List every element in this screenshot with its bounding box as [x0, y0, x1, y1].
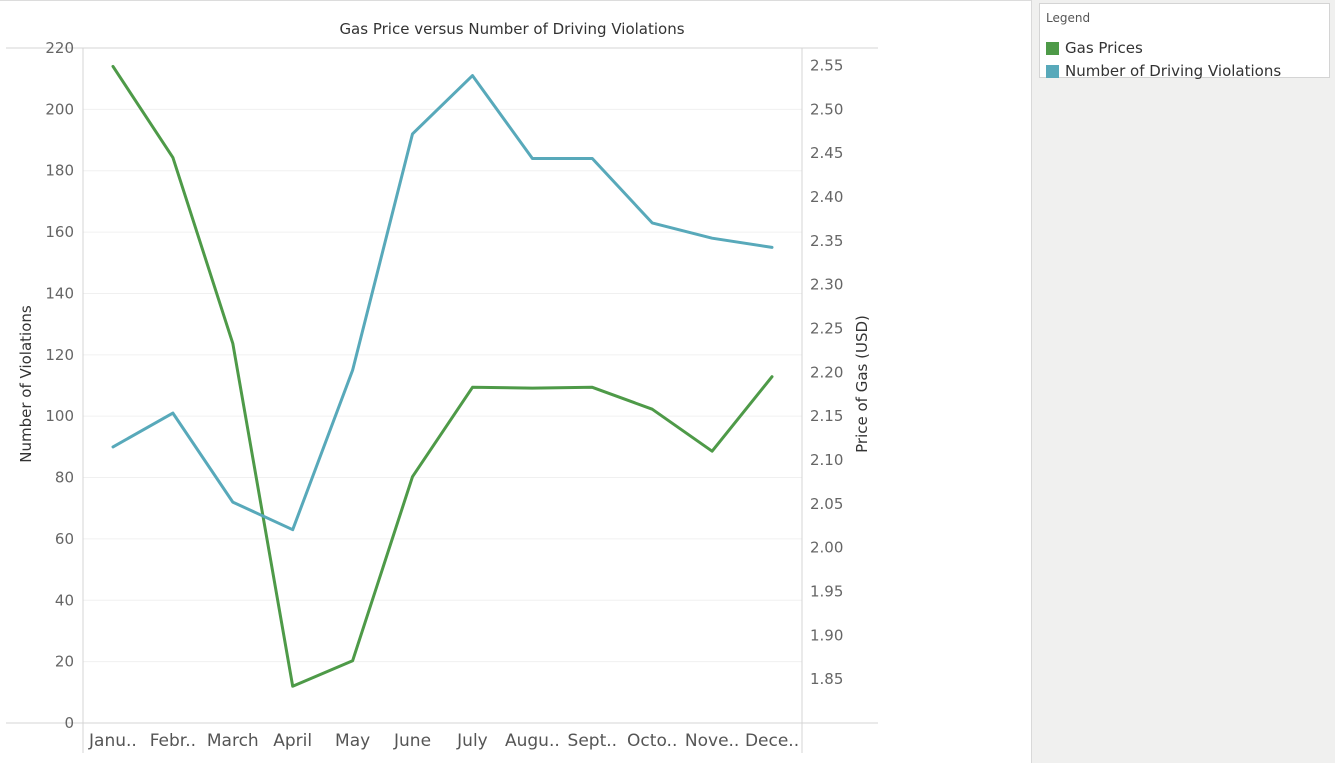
y-right-tick-label: 2.20: [810, 363, 843, 381]
frame-layer: [6, 47, 878, 753]
y-right-tick-label: 1.85: [810, 670, 843, 688]
x-tick-label: April: [273, 731, 312, 751]
y-right-tick-label: 2.15: [810, 407, 843, 425]
legend-label: Gas Prices: [1065, 39, 1143, 57]
y-left-tick-label: 160: [45, 223, 74, 241]
legend-item-gas-prices[interactable]: Gas Prices: [1046, 38, 1143, 58]
y-left-tick-label: 100: [45, 407, 74, 425]
y-left-tick-label: 220: [45, 39, 74, 57]
y-right-tick-label: 2.05: [810, 495, 843, 513]
chart-title: Gas Price versus Number of Driving Viola…: [339, 20, 684, 38]
grid-layer: [83, 47, 802, 724]
y-right-tick-label: 2.25: [810, 320, 843, 338]
chart-svg: Gas Price versus Number of Driving Viola…: [6, 20, 878, 753]
legend-title: Legend: [1046, 11, 1091, 25]
x-tick-label: Janu..: [88, 731, 137, 751]
y-right-tick-label: 2.30: [810, 276, 843, 294]
y-right-tick-label: 1.90: [810, 626, 843, 644]
y-left-tick-label: 40: [55, 591, 74, 609]
chart-area: Gas Price versus Number of Driving Viola…: [0, 0, 1031, 753]
y-left-tick-label: 0: [64, 714, 74, 732]
y-left-tick-label: 200: [45, 100, 74, 118]
legend-swatch: [1046, 41, 1059, 55]
x-tick-label: Nove..: [685, 731, 739, 751]
y-left-tick-label: 120: [45, 346, 74, 364]
series-line: [111, 74, 774, 532]
y-right-tick-label: 2.50: [810, 100, 843, 118]
right-axis: 1.85 1.90 1.95 2.00 2.05 2.10 2.15 2.20 2.25 2.30…: [810, 57, 843, 689]
x-tick-label: Dece..: [745, 731, 799, 751]
y-right-tick-label: 2.40: [810, 188, 843, 206]
y-left-tick-label: 180: [45, 162, 74, 180]
y-right-tick-label: 1.95: [810, 583, 843, 601]
y-left-tick-label: 140: [45, 284, 74, 302]
y-right-tick-label: 2.45: [810, 144, 843, 162]
left-axis: 0 20 40 60 80 100 120 140 160 180 200 220: [45, 39, 74, 732]
y-right-axis-label: Price of Gas (USD): [853, 315, 871, 453]
y-left-tick-label: 80: [55, 469, 74, 487]
x-tick-label: Augu..: [505, 731, 560, 751]
legend-label: Number of Driving Violations: [1065, 62, 1282, 80]
y-right-tick-label: 2.55: [810, 57, 843, 75]
y-right-tick-label: 2.00: [810, 539, 843, 557]
x-tick-label: June: [393, 731, 431, 751]
x-tick-label: May: [335, 731, 370, 751]
x-tick-label: July: [456, 731, 488, 751]
right-panel: Legend Gas Prices Number of Driving Viol…: [1031, 0, 1335, 763]
series-line: [111, 64, 774, 688]
y-right-tick-label: 2.10: [810, 451, 843, 469]
series-layer: [111, 64, 774, 688]
y-left-tick-label: 20: [55, 653, 74, 671]
x-tick-label: Febr..: [150, 731, 196, 751]
legend[interactable]: Legend Gas Prices Number of Driving Viol…: [1039, 3, 1330, 81]
x-tick-label: Sept..: [568, 731, 618, 751]
legend-swatch: [1046, 64, 1059, 78]
y-left-axis-label: Number of Violations: [17, 305, 35, 463]
x-tick-label: March: [207, 731, 259, 751]
x-tick-label: Octo..: [627, 731, 677, 751]
y-left-tick-label: 60: [55, 530, 74, 548]
x-axis: Janu.. Febr.. March April May June July Augu.. S…: [88, 731, 799, 751]
legend-item-driving-violations[interactable]: Number of Driving Violations: [1046, 61, 1281, 81]
y-right-tick-label: 2.35: [810, 232, 843, 250]
